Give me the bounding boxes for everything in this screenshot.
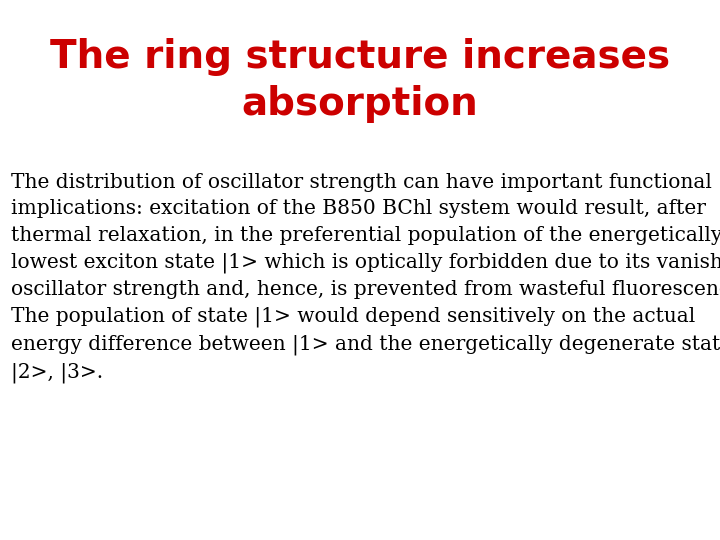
Text: The distribution of oscillator strength can have important functional
implicatio: The distribution of oscillator strength … bbox=[11, 173, 720, 383]
Text: The ring structure increases
absorption: The ring structure increases absorption bbox=[50, 38, 670, 123]
